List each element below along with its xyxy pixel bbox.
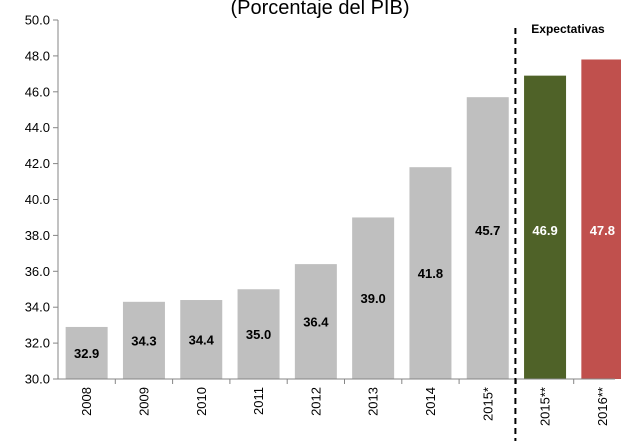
y-tick-label: 36.0 [25, 264, 50, 279]
bar-value-label: 41.8 [418, 266, 443, 281]
bar-value-label: 46.9 [532, 223, 557, 238]
bar [65, 326, 108, 379]
y-tick-label: 40.0 [25, 192, 50, 207]
x-tick-label: 2010 [194, 387, 209, 416]
x-tick-label: 2008 [79, 387, 94, 416]
x-tick-label: 2012 [308, 387, 323, 416]
bar [352, 217, 395, 379]
x-tick-label: 2015* [480, 387, 495, 421]
x-tick-label: 2015** [538, 387, 553, 426]
bar-value-label: 47.8 [590, 223, 615, 238]
x-tick-label: 2011 [251, 387, 266, 415]
y-tick-label: 38.0 [25, 228, 50, 243]
y-tick-label: 50.0 [25, 13, 50, 28]
bar-value-label: 39.0 [360, 291, 385, 306]
x-axis-ticks: 2008 2009 2010 2011 2012 2013 2014 2015* 2015** 2… [79, 379, 610, 426]
bar [237, 289, 280, 379]
bar-value-label: 45.7 [475, 223, 500, 238]
x-tick-label: 2013 [366, 387, 381, 416]
bar [294, 264, 337, 379]
x-tick-label: 2014 [423, 387, 438, 416]
bars-layer [65, 59, 621, 380]
bar [581, 59, 621, 380]
bar-value-label: 34.4 [189, 333, 215, 348]
y-tick-label: 46.0 [25, 84, 50, 99]
value-labels-layer: 32.9 34.3 34.4 35.0 36.4 39.0 41.8 45.7 46.9 47.8 [74, 223, 615, 361]
y-tick-label: 48.0 [25, 48, 50, 63]
bar [122, 301, 165, 379]
x-tick-label: 2009 [136, 387, 151, 416]
bar [524, 75, 567, 380]
y-tick-label: 34.0 [25, 300, 50, 315]
x-tick-label: 2016** [595, 387, 610, 426]
y-tick-label: 32.0 [25, 336, 50, 351]
bar-value-label: 35.0 [246, 327, 271, 342]
expectativas-annotation: Expectativas [531, 22, 605, 36]
bar [409, 167, 452, 379]
y-tick-label: 42.0 [25, 156, 50, 171]
bar [466, 97, 509, 379]
y-axis-ticks: 30.0 32.0 34.0 36.0 38.0 40.0 42.0 44.0 46.0 48.0… [25, 13, 58, 387]
bar-value-label: 34.3 [131, 333, 156, 348]
bar-value-label: 32.9 [74, 346, 99, 361]
chart-title: (Porcentaje del PIB) [231, 0, 410, 19]
y-tick-label: 30.0 [25, 372, 50, 387]
bar-value-label: 36.4 [303, 315, 329, 330]
y-tick-label: 44.0 [25, 120, 50, 135]
bar [180, 300, 223, 379]
